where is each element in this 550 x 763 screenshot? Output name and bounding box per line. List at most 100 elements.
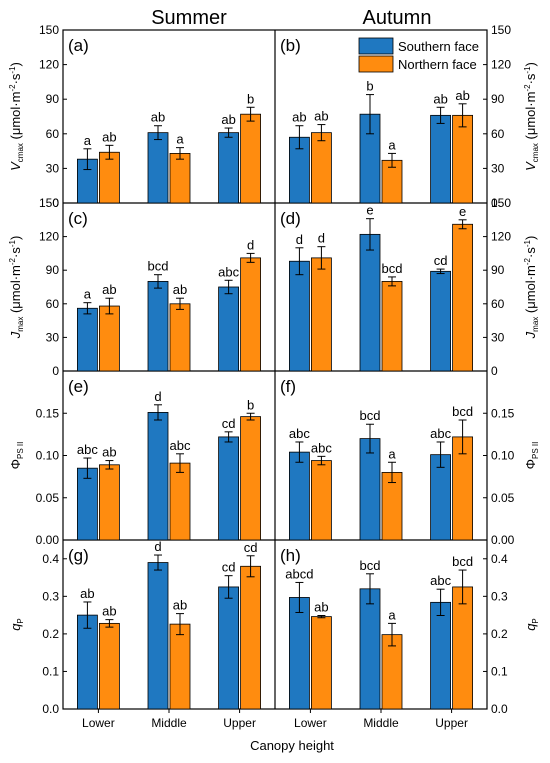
significance-letter: d (296, 232, 303, 247)
bar-southern (430, 270, 451, 372)
y-label-subscript: PS II (531, 442, 540, 459)
significance-letter: abcd (285, 566, 313, 581)
y-label-unit: (μmol·m (523, 92, 538, 144)
significance-letter: bcd (452, 404, 473, 419)
significance-letter: d (318, 231, 325, 246)
bar-northern (169, 623, 191, 710)
significance-letter: ab (314, 109, 328, 124)
y-label-exp: -2 (523, 257, 532, 265)
significance-letter: abc (77, 442, 98, 457)
bar-southern (430, 114, 451, 204)
significance-letter: d (154, 389, 161, 404)
y-label-unit: ) (8, 62, 23, 66)
bar-northern (240, 113, 261, 204)
significance-letter: b (366, 79, 373, 94)
significance-letter: b (247, 91, 254, 106)
bar-northern (311, 257, 332, 372)
bar-northern (452, 586, 473, 710)
y-tick-label: 0.2 (491, 627, 508, 641)
significance-letter: cd (222, 416, 236, 431)
y-tick-label: 150 (491, 196, 511, 210)
y-label-unit: ) (523, 62, 538, 66)
bar-southern (289, 260, 310, 372)
bar-northern (311, 460, 332, 541)
bar-southern (147, 280, 169, 372)
significance-letter: ab (102, 604, 116, 619)
significance-letter: abc (170, 438, 191, 453)
significance-letter: ab (102, 445, 116, 460)
bar-southern (289, 451, 310, 541)
y-tick-label: 120 (491, 58, 511, 72)
bar-northern (240, 416, 261, 541)
y-tick-label: 60 (46, 127, 60, 141)
y-tick-label: 0.3 (491, 589, 508, 603)
y-label-subscript: max (16, 317, 25, 332)
y-axis-label: qP (8, 618, 25, 631)
significance-letter: cd (222, 560, 236, 575)
significance-letter: a (84, 287, 92, 302)
y-tick-label: 30 (46, 161, 60, 175)
significance-letter: d (154, 539, 161, 554)
y-label-subscript: max (531, 317, 540, 332)
bar-northern (99, 305, 120, 372)
y-tick-label: 30 (491, 161, 505, 175)
panel-g: (g)0.00.10.20.30.4qPababLowerdabMiddlecd… (8, 539, 261, 730)
y-label-symbol: q (8, 623, 23, 631)
bar-northern (452, 223, 473, 372)
y-axis-label: Jmax (μmol·m-2·s-1) (8, 236, 25, 340)
bar-southern (359, 438, 381, 541)
y-tick-label: 0.3 (42, 589, 59, 603)
bar-southern (147, 412, 169, 541)
significance-letter: abc (311, 440, 332, 455)
y-label-exp: -2 (523, 84, 532, 92)
bar-southern (218, 586, 239, 710)
y-label-exp: -1 (523, 240, 532, 248)
y-label-subscript: cmax (531, 143, 540, 162)
y-tick-label: 90 (491, 263, 505, 277)
y-tick-label: 90 (46, 263, 60, 277)
panel-label: (f) (280, 377, 296, 396)
y-label-exp: -1 (8, 66, 17, 74)
significance-letter: ab (292, 110, 306, 125)
column-title-summer: Summer (151, 7, 227, 29)
y-label-symbol: q (523, 623, 538, 631)
y-tick-label: 150 (39, 196, 59, 210)
legend-swatch-northern (358, 55, 394, 73)
bar-northern (240, 257, 261, 372)
y-tick-label: 0.05 (491, 491, 515, 505)
bar-southern (289, 597, 310, 710)
y-tick-label: 0.15 (36, 406, 60, 420)
y-label-subscript: cmax (16, 143, 25, 162)
panel-label: (g) (68, 546, 89, 565)
significance-letter: ab (221, 112, 235, 127)
y-axis-label: Vcmax (μmol·m-2·s-1) (523, 62, 540, 171)
y-label-unit: (μmol·m (523, 265, 538, 317)
bar-northern (240, 565, 261, 710)
y-tick-label: 90 (46, 92, 60, 106)
bar-southern (218, 286, 239, 372)
bar-southern (77, 614, 98, 710)
y-tick-label: 0 (52, 196, 59, 210)
bar-northern (169, 153, 191, 204)
significance-letter: a (388, 607, 396, 622)
y-axis-label: qP (523, 618, 540, 631)
significance-letter: bcd (360, 408, 381, 423)
panel-h: (h)0.00.10.20.30.4qPabcdabLowerbcdaMiddl… (280, 546, 540, 730)
y-label-unit: ·s (8, 247, 23, 258)
y-tick-label: 120 (39, 58, 59, 72)
y-label-subscript: P (16, 618, 25, 623)
column-title-autumn: Autumn (363, 7, 432, 29)
y-tick-label: 0.10 (491, 449, 515, 463)
legend: Southern face Northern face (358, 37, 479, 73)
significance-letter: a (176, 132, 184, 147)
y-axis-label: Jmax (μmol·m-2·s-1) (523, 236, 540, 340)
y-tick-label: 0.1 (42, 664, 59, 678)
y-label-symbol: Φ (523, 459, 538, 469)
y-tick-label: 60 (491, 127, 505, 141)
y-axis-label: Vcmax (μmol·m-2·s-1) (8, 62, 25, 171)
panel-label: (a) (68, 36, 89, 55)
legend-label-southern: Southern face (398, 39, 479, 54)
